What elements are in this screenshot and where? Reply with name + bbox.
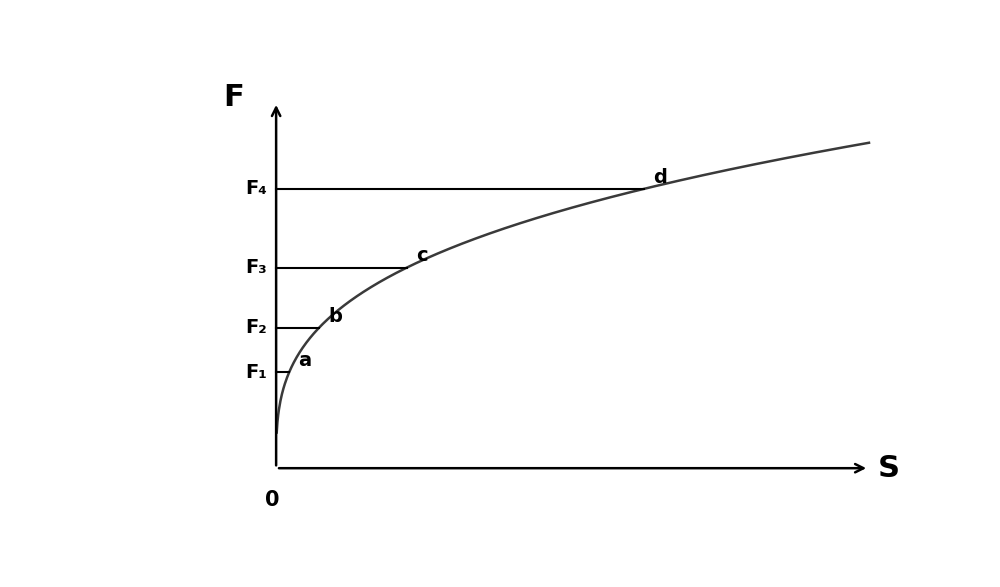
Text: c: c bbox=[416, 247, 427, 265]
Text: 0: 0 bbox=[265, 490, 280, 510]
Text: F₄: F₄ bbox=[245, 180, 267, 198]
Text: d: d bbox=[653, 168, 667, 187]
Text: a: a bbox=[298, 351, 312, 370]
Text: F: F bbox=[223, 83, 244, 112]
Text: b: b bbox=[328, 307, 342, 326]
Text: F₂: F₂ bbox=[245, 319, 267, 338]
Text: F₁: F₁ bbox=[245, 363, 267, 382]
Text: S: S bbox=[877, 454, 899, 483]
Text: F₃: F₃ bbox=[245, 258, 267, 277]
